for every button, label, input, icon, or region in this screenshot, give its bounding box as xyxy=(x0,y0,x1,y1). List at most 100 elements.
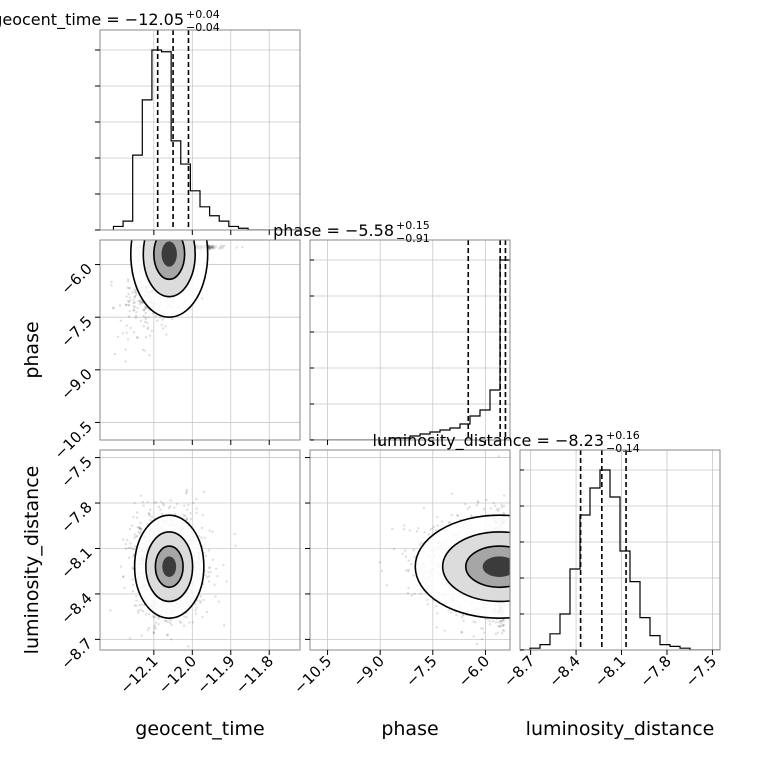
xlabel-phase: phase xyxy=(381,718,438,740)
scatter-point xyxy=(460,616,464,619)
scatter-point xyxy=(450,492,454,495)
scatter-point xyxy=(110,280,113,284)
scatter-point xyxy=(124,547,128,550)
scatter-point xyxy=(128,637,132,640)
scatter-point xyxy=(469,514,473,517)
scatter-point xyxy=(138,526,141,529)
scatter-point xyxy=(128,556,131,560)
scatter-point xyxy=(164,325,167,328)
scatter-point xyxy=(138,302,142,306)
scatter-point xyxy=(448,520,451,524)
scatter-point xyxy=(125,324,128,327)
scatter-point xyxy=(501,632,504,635)
scatter-point xyxy=(126,338,130,341)
scatter-point xyxy=(185,488,189,492)
scatter-point xyxy=(143,320,147,324)
scatter-point xyxy=(215,245,218,248)
title-phase: phase = −5.58 +0.15−0.91 xyxy=(273,219,430,245)
scatter-point xyxy=(491,620,495,623)
scatter-point xyxy=(141,500,145,504)
scatter-point xyxy=(136,525,139,529)
scatter-point xyxy=(110,283,113,287)
scatter-point xyxy=(208,566,211,569)
scatter-point xyxy=(138,299,141,303)
scatter-point xyxy=(142,325,146,328)
contour-2 xyxy=(464,545,510,589)
scatter-point xyxy=(413,555,416,559)
scatter-point xyxy=(142,504,145,507)
scatter-point xyxy=(185,616,188,619)
panel-frame-scatter-0 xyxy=(99,239,301,441)
scatter-point xyxy=(468,505,472,509)
scatter-point xyxy=(138,604,141,607)
ytick-label-phase-1: −9.0 xyxy=(57,365,95,403)
scatter-point xyxy=(485,498,488,502)
scatter-point xyxy=(200,536,203,539)
scatter-point xyxy=(153,501,156,504)
panel-frame-hist-phase xyxy=(309,239,511,441)
scatter-point xyxy=(211,246,214,249)
scatter-point xyxy=(129,542,132,545)
titles-layer: geocent_time = −12.05 +0.04−0.04 phase = −… xyxy=(0,8,640,455)
scatter-point xyxy=(213,247,216,250)
scatter-point xyxy=(480,637,484,641)
scatter-point xyxy=(497,624,500,628)
scatter-point xyxy=(178,620,181,623)
scatter-point xyxy=(162,503,166,507)
hist-bar-luminosity_distance-5 xyxy=(570,569,580,650)
scatter-point xyxy=(501,629,505,632)
scatter-point xyxy=(134,535,138,538)
scatter-point xyxy=(199,595,203,598)
scatter-point xyxy=(496,631,500,634)
panel-scatter-geocent_time-phase: −10.5 −9.0 −7.5 −6.0 xyxy=(51,239,301,463)
panels-layer: −8.7 −8.4 −8.1 −7.8 −7.5−10.5−9.0−7.5−6.0−12… xyxy=(51,29,721,697)
xtick-label-luminosity_distance-3: −7.8 xyxy=(636,652,674,690)
contour-0 xyxy=(414,514,510,619)
contour-1 xyxy=(145,531,194,603)
scatter-point xyxy=(159,508,162,512)
scatter-point xyxy=(218,246,222,249)
contour-2 xyxy=(154,545,184,589)
panel-scatter-phase-luminosity_distance: −10.5 −9.0 −7.5 −6.0 xyxy=(290,449,511,697)
scatter-point xyxy=(501,624,505,627)
scatter-point xyxy=(460,630,463,634)
scatter-point xyxy=(412,574,415,577)
scatter-point xyxy=(168,505,172,508)
scatter-point xyxy=(132,555,135,558)
scatter-point xyxy=(195,511,198,515)
scatter-point xyxy=(498,625,501,628)
scatter-point xyxy=(136,306,139,310)
scatter-point xyxy=(135,604,138,608)
scatter-point xyxy=(132,309,135,312)
scatter-point xyxy=(431,527,434,530)
scatter-point xyxy=(462,619,465,622)
scatter-point xyxy=(502,494,506,497)
scatter-point xyxy=(502,629,506,632)
scatter-point xyxy=(133,288,136,291)
scatter-point xyxy=(436,524,439,527)
scatter-point xyxy=(419,592,422,595)
hist-bar-luminosity_distance-13 xyxy=(650,636,660,650)
scatter-point xyxy=(125,303,128,307)
scatter-point xyxy=(223,624,226,627)
scatter-point xyxy=(128,296,132,299)
scatter-point xyxy=(207,244,211,247)
scatter-point xyxy=(187,645,190,648)
scatter-point xyxy=(126,299,130,303)
scatter-point xyxy=(189,517,192,521)
scatter-point xyxy=(146,500,149,504)
scatter-point xyxy=(464,503,467,506)
scatter-point xyxy=(149,518,152,522)
hist-outline-phase xyxy=(310,259,510,440)
scatter-point xyxy=(160,323,163,327)
scatter-point xyxy=(137,609,140,612)
panel-frame-scatter-1 xyxy=(99,449,301,651)
scatter-point xyxy=(131,590,134,593)
scatter-point xyxy=(415,530,419,533)
scatter-point xyxy=(145,306,148,310)
hist-bar-geocent_time-2 xyxy=(133,155,143,230)
scatter-point xyxy=(207,244,211,247)
title-main-luminosity_distance: luminosity_distance = −8.23 xyxy=(373,431,604,451)
scatter-point xyxy=(138,527,142,531)
scatter-point xyxy=(134,314,138,318)
